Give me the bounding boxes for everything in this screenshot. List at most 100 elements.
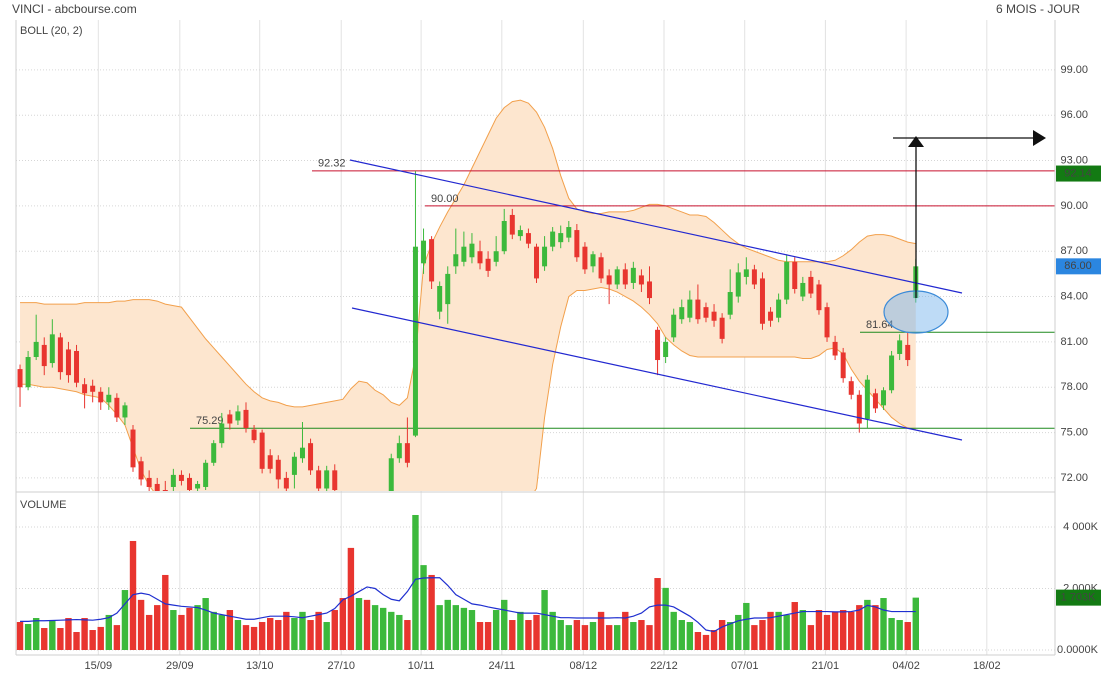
volume-bar bbox=[323, 622, 330, 650]
candle-body bbox=[872, 393, 878, 409]
volume-bar bbox=[799, 610, 807, 650]
candle-body bbox=[469, 243, 475, 258]
candle-body bbox=[404, 443, 410, 463]
candle-body bbox=[509, 214, 515, 235]
x-tick-label: 21/01 bbox=[812, 660, 840, 672]
volume-bar bbox=[807, 625, 815, 650]
candle-body bbox=[655, 329, 661, 361]
candle-body bbox=[695, 299, 701, 320]
volume-bar bbox=[662, 587, 669, 650]
candle-body bbox=[195, 483, 201, 489]
volume-bar bbox=[775, 611, 782, 650]
volume-bar bbox=[622, 611, 629, 650]
volume-bar bbox=[154, 605, 161, 650]
volume-bar bbox=[525, 620, 532, 650]
volume-bar bbox=[105, 614, 113, 650]
candle-body bbox=[82, 384, 88, 394]
volume-bar bbox=[226, 610, 234, 650]
candle-body bbox=[219, 423, 225, 444]
x-tick-label: 04/02 bbox=[892, 660, 920, 672]
candle-body bbox=[816, 284, 822, 311]
candle-body bbox=[808, 276, 814, 294]
volume-bar bbox=[145, 614, 153, 650]
candle-body bbox=[308, 443, 314, 471]
volume-bar bbox=[16, 622, 24, 650]
volume-bar bbox=[670, 611, 677, 650]
candle-body bbox=[784, 261, 790, 300]
candle-body bbox=[324, 470, 330, 489]
volume-bar bbox=[202, 598, 209, 650]
volume-bar bbox=[218, 614, 225, 650]
volume-bar bbox=[49, 620, 56, 650]
candle-body bbox=[792, 261, 798, 290]
volume-bar bbox=[646, 625, 653, 650]
candle-body bbox=[299, 447, 305, 459]
candle-body bbox=[630, 267, 636, 283]
indicator-label: BOLL (20, 2) bbox=[20, 25, 83, 37]
candle-body bbox=[800, 282, 806, 297]
volume-bar bbox=[597, 611, 605, 650]
candle-body bbox=[41, 344, 47, 367]
candle-body bbox=[437, 285, 443, 312]
volume-bar bbox=[307, 620, 314, 650]
candle-body bbox=[178, 474, 184, 481]
candle-body bbox=[122, 405, 128, 418]
volume-bar bbox=[589, 622, 597, 650]
candle-body bbox=[848, 381, 854, 395]
volume-bar bbox=[97, 626, 104, 650]
candle-body bbox=[259, 432, 265, 469]
candle-body bbox=[57, 337, 63, 373]
volume-bar bbox=[412, 514, 419, 650]
volume-bar bbox=[581, 625, 589, 650]
volume-bar bbox=[444, 599, 451, 650]
overlay bbox=[349, 130, 1046, 441]
volume-bar bbox=[735, 614, 742, 650]
candle-body bbox=[679, 307, 685, 320]
volume-bar bbox=[751, 625, 758, 650]
volume-bar bbox=[388, 611, 395, 650]
level-label: 75.29 bbox=[196, 415, 224, 427]
volume-bar bbox=[194, 605, 201, 650]
volume-bar bbox=[468, 610, 476, 650]
candle-body bbox=[646, 281, 652, 299]
candle-body bbox=[211, 443, 217, 463]
volume-bar bbox=[162, 574, 169, 650]
candle-body bbox=[614, 269, 620, 285]
candle-body bbox=[598, 257, 604, 279]
volume-bar bbox=[912, 597, 919, 650]
x-tick-label: 07/01 bbox=[731, 660, 759, 672]
candle-body bbox=[525, 233, 531, 244]
volume-bar bbox=[573, 620, 581, 650]
volume-bar bbox=[339, 598, 347, 650]
volume-bar bbox=[371, 605, 379, 650]
volume-bar bbox=[565, 625, 572, 650]
y-tick-label: 78.00 bbox=[1060, 381, 1088, 393]
candle-body bbox=[291, 456, 297, 475]
x-tick-label: 22/12 bbox=[650, 660, 678, 672]
trend-line bbox=[349, 159, 963, 294]
level-label: 92.32 bbox=[318, 158, 346, 170]
band-lower bbox=[20, 286, 916, 491]
volume-bar bbox=[710, 630, 718, 650]
volume-bar bbox=[291, 618, 298, 650]
volume-bar bbox=[89, 630, 96, 650]
candle-body bbox=[864, 379, 870, 419]
candle-body bbox=[711, 311, 717, 321]
volume-bar bbox=[379, 607, 387, 650]
volume-bar bbox=[137, 599, 145, 650]
candle-body bbox=[719, 317, 725, 339]
volume-bar bbox=[823, 614, 831, 650]
volume-bar bbox=[113, 625, 121, 650]
candle-body bbox=[574, 230, 580, 258]
volume-bar bbox=[517, 611, 524, 650]
volume-bar bbox=[791, 602, 798, 650]
candle-body bbox=[485, 258, 491, 271]
arrow-head bbox=[1033, 130, 1046, 146]
level-layer: 92.32 90.00 75.29 81.64 bbox=[190, 158, 1055, 429]
candle-body bbox=[534, 246, 540, 279]
value-marker bbox=[1056, 258, 1101, 275]
volume-bar bbox=[839, 610, 847, 650]
candle-body bbox=[776, 299, 782, 318]
volume-bar bbox=[614, 625, 621, 650]
value-marker bbox=[1056, 589, 1101, 606]
